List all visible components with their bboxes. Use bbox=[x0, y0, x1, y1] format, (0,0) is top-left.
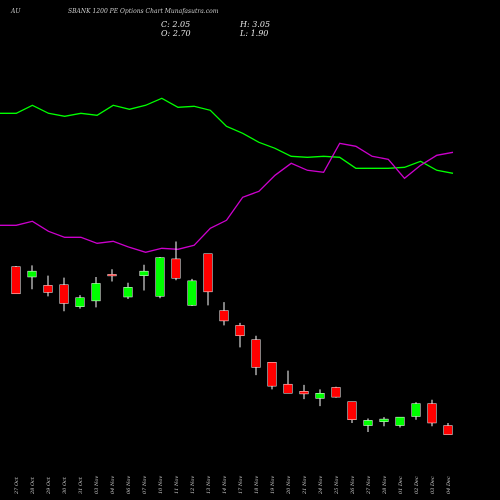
x-tick-label: 27 Oct bbox=[14, 476, 20, 495]
candle-body bbox=[27, 270, 37, 278]
x-tick-label: 17 Nov bbox=[238, 476, 244, 494]
candle-body bbox=[155, 257, 165, 297]
candle-body bbox=[107, 274, 117, 277]
candle-body bbox=[235, 325, 245, 337]
x-tick-label: 06 Nov bbox=[126, 476, 132, 494]
low-label: L: bbox=[240, 29, 249, 38]
x-tick-label: 03 Dec bbox=[430, 476, 436, 494]
x-tick-label: 24 Nov bbox=[318, 476, 324, 495]
candle-body bbox=[91, 283, 101, 302]
candle-body bbox=[427, 403, 437, 424]
candle-body bbox=[123, 287, 133, 298]
x-tick-label: 31 Oct bbox=[78, 476, 84, 494]
candle-body bbox=[411, 403, 421, 417]
green-indicator-line bbox=[0, 97, 454, 174]
open-readout: O: 2.70 bbox=[161, 29, 191, 38]
candle-body bbox=[315, 393, 325, 399]
candle-body bbox=[59, 284, 69, 304]
close-value: 2.05 bbox=[172, 20, 191, 29]
x-tick-label: 27 Nov bbox=[366, 476, 372, 495]
x-tick-label: 04 Dec bbox=[446, 476, 452, 494]
candle-body bbox=[443, 425, 453, 435]
candle-body bbox=[283, 383, 293, 394]
candle-body bbox=[299, 391, 309, 395]
candle-body bbox=[139, 270, 149, 276]
x-tick-label: 13 Nov bbox=[206, 476, 212, 494]
x-tick-label: 30 Oct bbox=[62, 476, 68, 494]
candle-body bbox=[187, 280, 197, 306]
high-readout: H: 3.05 bbox=[240, 20, 270, 29]
x-tick-label: 28 Nov bbox=[382, 476, 388, 495]
candle-body bbox=[363, 420, 373, 426]
x-tick-label: 14 Nov bbox=[222, 476, 228, 494]
candle-body bbox=[11, 266, 21, 295]
candle-body bbox=[347, 401, 357, 420]
x-tick-label: 18 Nov bbox=[254, 476, 260, 494]
candle-body bbox=[395, 416, 405, 426]
open-label: O: bbox=[161, 29, 171, 38]
x-tick-label: 19 Nov bbox=[270, 476, 276, 494]
close-label: C: bbox=[161, 20, 170, 29]
header-label: AU bbox=[11, 8, 21, 15]
candle-body bbox=[43, 285, 53, 293]
candle-body bbox=[75, 297, 85, 307]
x-tick-label: 04 Nov bbox=[110, 476, 116, 494]
candle-body bbox=[203, 253, 213, 293]
x-tick-label: 11 Nov bbox=[174, 476, 180, 494]
open-value: 2.70 bbox=[172, 29, 191, 38]
x-tick-label: 20 Nov bbox=[286, 476, 292, 495]
chart-title: SBANK 1200 PE Options Chart Munafasutra.… bbox=[68, 8, 219, 15]
candle-body bbox=[171, 258, 181, 279]
high-value: 3.05 bbox=[252, 20, 271, 29]
candle-body bbox=[251, 339, 261, 368]
candle-body bbox=[331, 387, 341, 398]
x-tick-label: 26 Nov bbox=[350, 476, 356, 495]
candle-body bbox=[219, 310, 229, 322]
low-value: 1.90 bbox=[250, 29, 269, 38]
magenta-indicator-line bbox=[0, 142, 454, 253]
x-tick-label: 12 Nov bbox=[190, 476, 196, 494]
x-tick-label: 29 Oct bbox=[46, 476, 52, 495]
low-readout: L: 1.90 bbox=[240, 29, 268, 38]
x-tick-label: 10 Nov bbox=[158, 476, 164, 494]
x-tick-label: 25 Nov bbox=[334, 476, 340, 495]
high-label: H: bbox=[240, 20, 250, 29]
candle-body bbox=[267, 361, 277, 387]
x-tick-label: 07 Nov bbox=[142, 476, 148, 494]
candle-body bbox=[379, 418, 389, 422]
close-readout: C: 2.05 bbox=[161, 20, 190, 29]
x-tick-label: 02 Dec bbox=[414, 476, 420, 494]
x-tick-label: 28 Oct bbox=[30, 476, 36, 495]
x-tick-label: 03 Nov bbox=[94, 476, 100, 494]
x-tick-label: 01 Dec bbox=[398, 476, 404, 494]
x-tick-label: 21 Nov bbox=[302, 476, 308, 495]
